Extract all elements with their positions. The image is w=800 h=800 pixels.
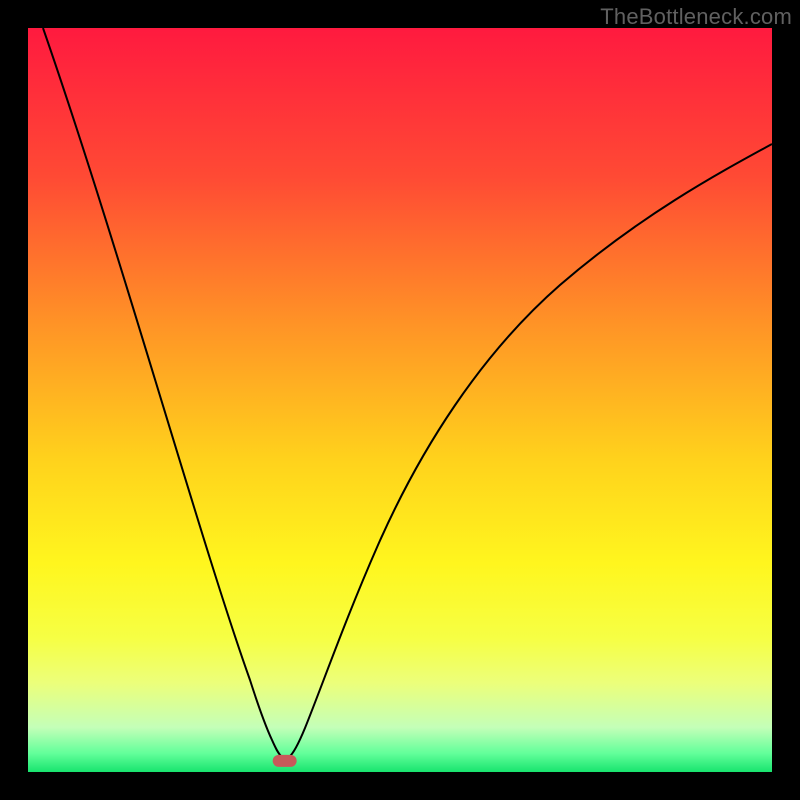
min-marker [273,755,297,767]
plot-background [28,28,772,772]
bottleneck-chart [0,0,800,800]
watermark-text: TheBottleneck.com [600,4,792,30]
